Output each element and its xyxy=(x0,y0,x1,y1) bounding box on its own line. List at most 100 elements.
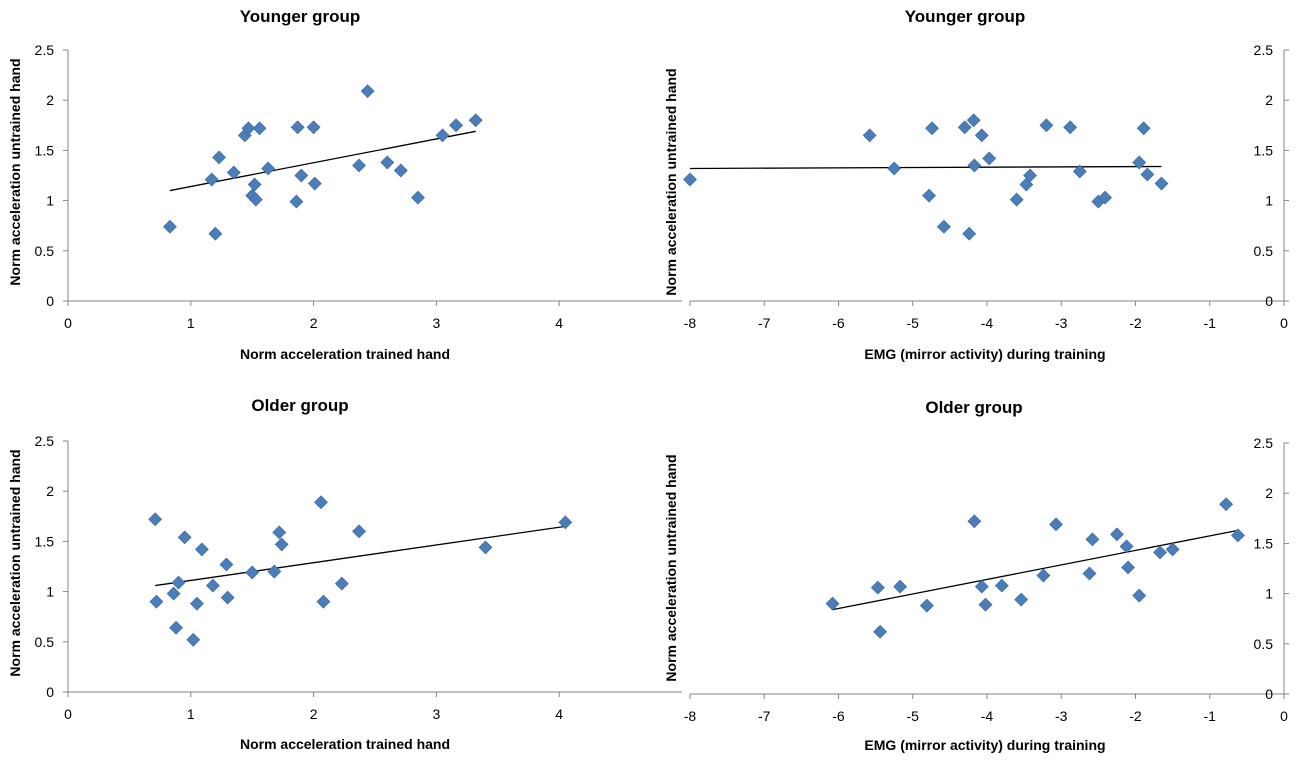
y-tick-label: 0.5 xyxy=(35,634,55,650)
data-point xyxy=(334,576,349,591)
data-point xyxy=(957,120,972,135)
x-tick-label: 0 xyxy=(1280,708,1288,724)
data-point xyxy=(261,161,276,176)
data-point xyxy=(212,150,226,165)
data-point xyxy=(962,226,977,241)
x-tick-label: -1 xyxy=(1204,315,1217,331)
data-point xyxy=(290,120,305,135)
x-axis-label: EMG (mirror activity) during training xyxy=(864,346,1105,362)
x-tick-label: -6 xyxy=(832,315,845,331)
x-tick-label: 2 xyxy=(310,706,318,722)
x-tick-label: -8 xyxy=(684,315,697,331)
data-point xyxy=(449,118,463,133)
trend-line xyxy=(689,165,1162,170)
panel-older-emg: Older group EMG (mirror activity) during… xyxy=(663,398,1289,753)
data-point xyxy=(1136,121,1151,136)
data-point xyxy=(205,578,220,593)
data-point xyxy=(316,594,331,609)
data-point xyxy=(683,172,697,187)
y-tick-label: 0.5 xyxy=(1254,243,1274,259)
y-tick-label: 0.5 xyxy=(35,243,55,259)
x-tick-label: -2 xyxy=(1129,315,1142,331)
data-point xyxy=(893,579,908,594)
x-tick-label: -1 xyxy=(1204,708,1217,724)
data-point xyxy=(967,514,982,529)
chart-title: Younger group xyxy=(905,7,1026,26)
data-point xyxy=(478,540,493,555)
x-tick-label: 0 xyxy=(1280,315,1288,331)
y-tick-label: 2 xyxy=(46,483,54,499)
data-point xyxy=(967,158,982,173)
chart-title: Younger group xyxy=(240,7,361,26)
data-point xyxy=(1063,120,1078,135)
data-point xyxy=(352,158,366,173)
y-tick-label: 1.5 xyxy=(1254,142,1274,158)
data-point xyxy=(1165,542,1180,557)
y-tick-label: 2.5 xyxy=(35,42,55,58)
x-tick-label: -5 xyxy=(907,315,920,331)
y-tick-label: 0 xyxy=(46,293,54,309)
data-point xyxy=(267,564,282,579)
data-point xyxy=(1140,167,1155,182)
data-point xyxy=(974,128,989,143)
data-point xyxy=(925,121,939,136)
data-point xyxy=(1072,164,1087,179)
data-point xyxy=(1132,588,1147,603)
data-point xyxy=(887,161,902,176)
y-tick-label: 2 xyxy=(46,92,54,108)
data-point xyxy=(966,113,981,128)
data-point xyxy=(352,524,366,539)
data-point xyxy=(825,596,840,611)
x-tick-label: -3 xyxy=(1055,708,1068,724)
data-point xyxy=(245,565,260,580)
y-tick-label: 0 xyxy=(46,684,54,700)
y-tick-label: 1 xyxy=(1265,586,1273,602)
data-point xyxy=(1154,176,1169,191)
data-point xyxy=(272,525,287,540)
y-axis-label: Norm acceleration untrained hand xyxy=(7,449,23,676)
x-tick-label: -4 xyxy=(981,315,994,331)
y-axis-label: Norm acceleration untrained hand xyxy=(7,58,23,285)
data-point xyxy=(177,530,192,545)
x-tick-label: 4 xyxy=(555,706,563,722)
data-point xyxy=(1023,168,1037,183)
data-point xyxy=(148,512,163,527)
data-point xyxy=(149,594,164,609)
x-tick-label: 1 xyxy=(187,315,195,331)
x-tick-label: 3 xyxy=(433,706,441,722)
data-point xyxy=(219,557,234,572)
data-point xyxy=(306,120,321,135)
data-point xyxy=(190,596,204,611)
data-point xyxy=(870,580,885,595)
data-point xyxy=(873,624,888,639)
x-tick-label: -4 xyxy=(981,708,994,724)
data-point xyxy=(982,151,997,166)
data-point xyxy=(1219,497,1234,512)
data-point xyxy=(978,597,993,612)
data-point xyxy=(226,165,241,180)
x-tick-label: -2 xyxy=(1129,708,1142,724)
data-point xyxy=(194,542,209,557)
data-point xyxy=(169,620,183,635)
data-point xyxy=(294,168,309,183)
data-point xyxy=(994,578,1009,593)
data-point xyxy=(186,632,201,647)
data-point xyxy=(289,194,304,209)
x-tick-label: 2 xyxy=(310,315,318,331)
data-point xyxy=(1009,192,1024,207)
y-tick-label: 2 xyxy=(1265,485,1273,501)
data-point xyxy=(862,128,877,143)
data-point xyxy=(166,586,181,601)
x-tick-label: -7 xyxy=(758,708,771,724)
data-point xyxy=(1153,545,1167,560)
data-point xyxy=(1110,527,1124,542)
data-point xyxy=(435,128,450,143)
data-point xyxy=(922,188,937,203)
y-tick-label: 2.5 xyxy=(35,433,55,449)
x-tick-label: -3 xyxy=(1055,315,1068,331)
x-tick-label: -7 xyxy=(758,315,771,331)
data-point xyxy=(1036,568,1051,583)
data-point xyxy=(411,190,425,205)
data-point xyxy=(1039,118,1054,133)
data-point xyxy=(314,495,328,510)
